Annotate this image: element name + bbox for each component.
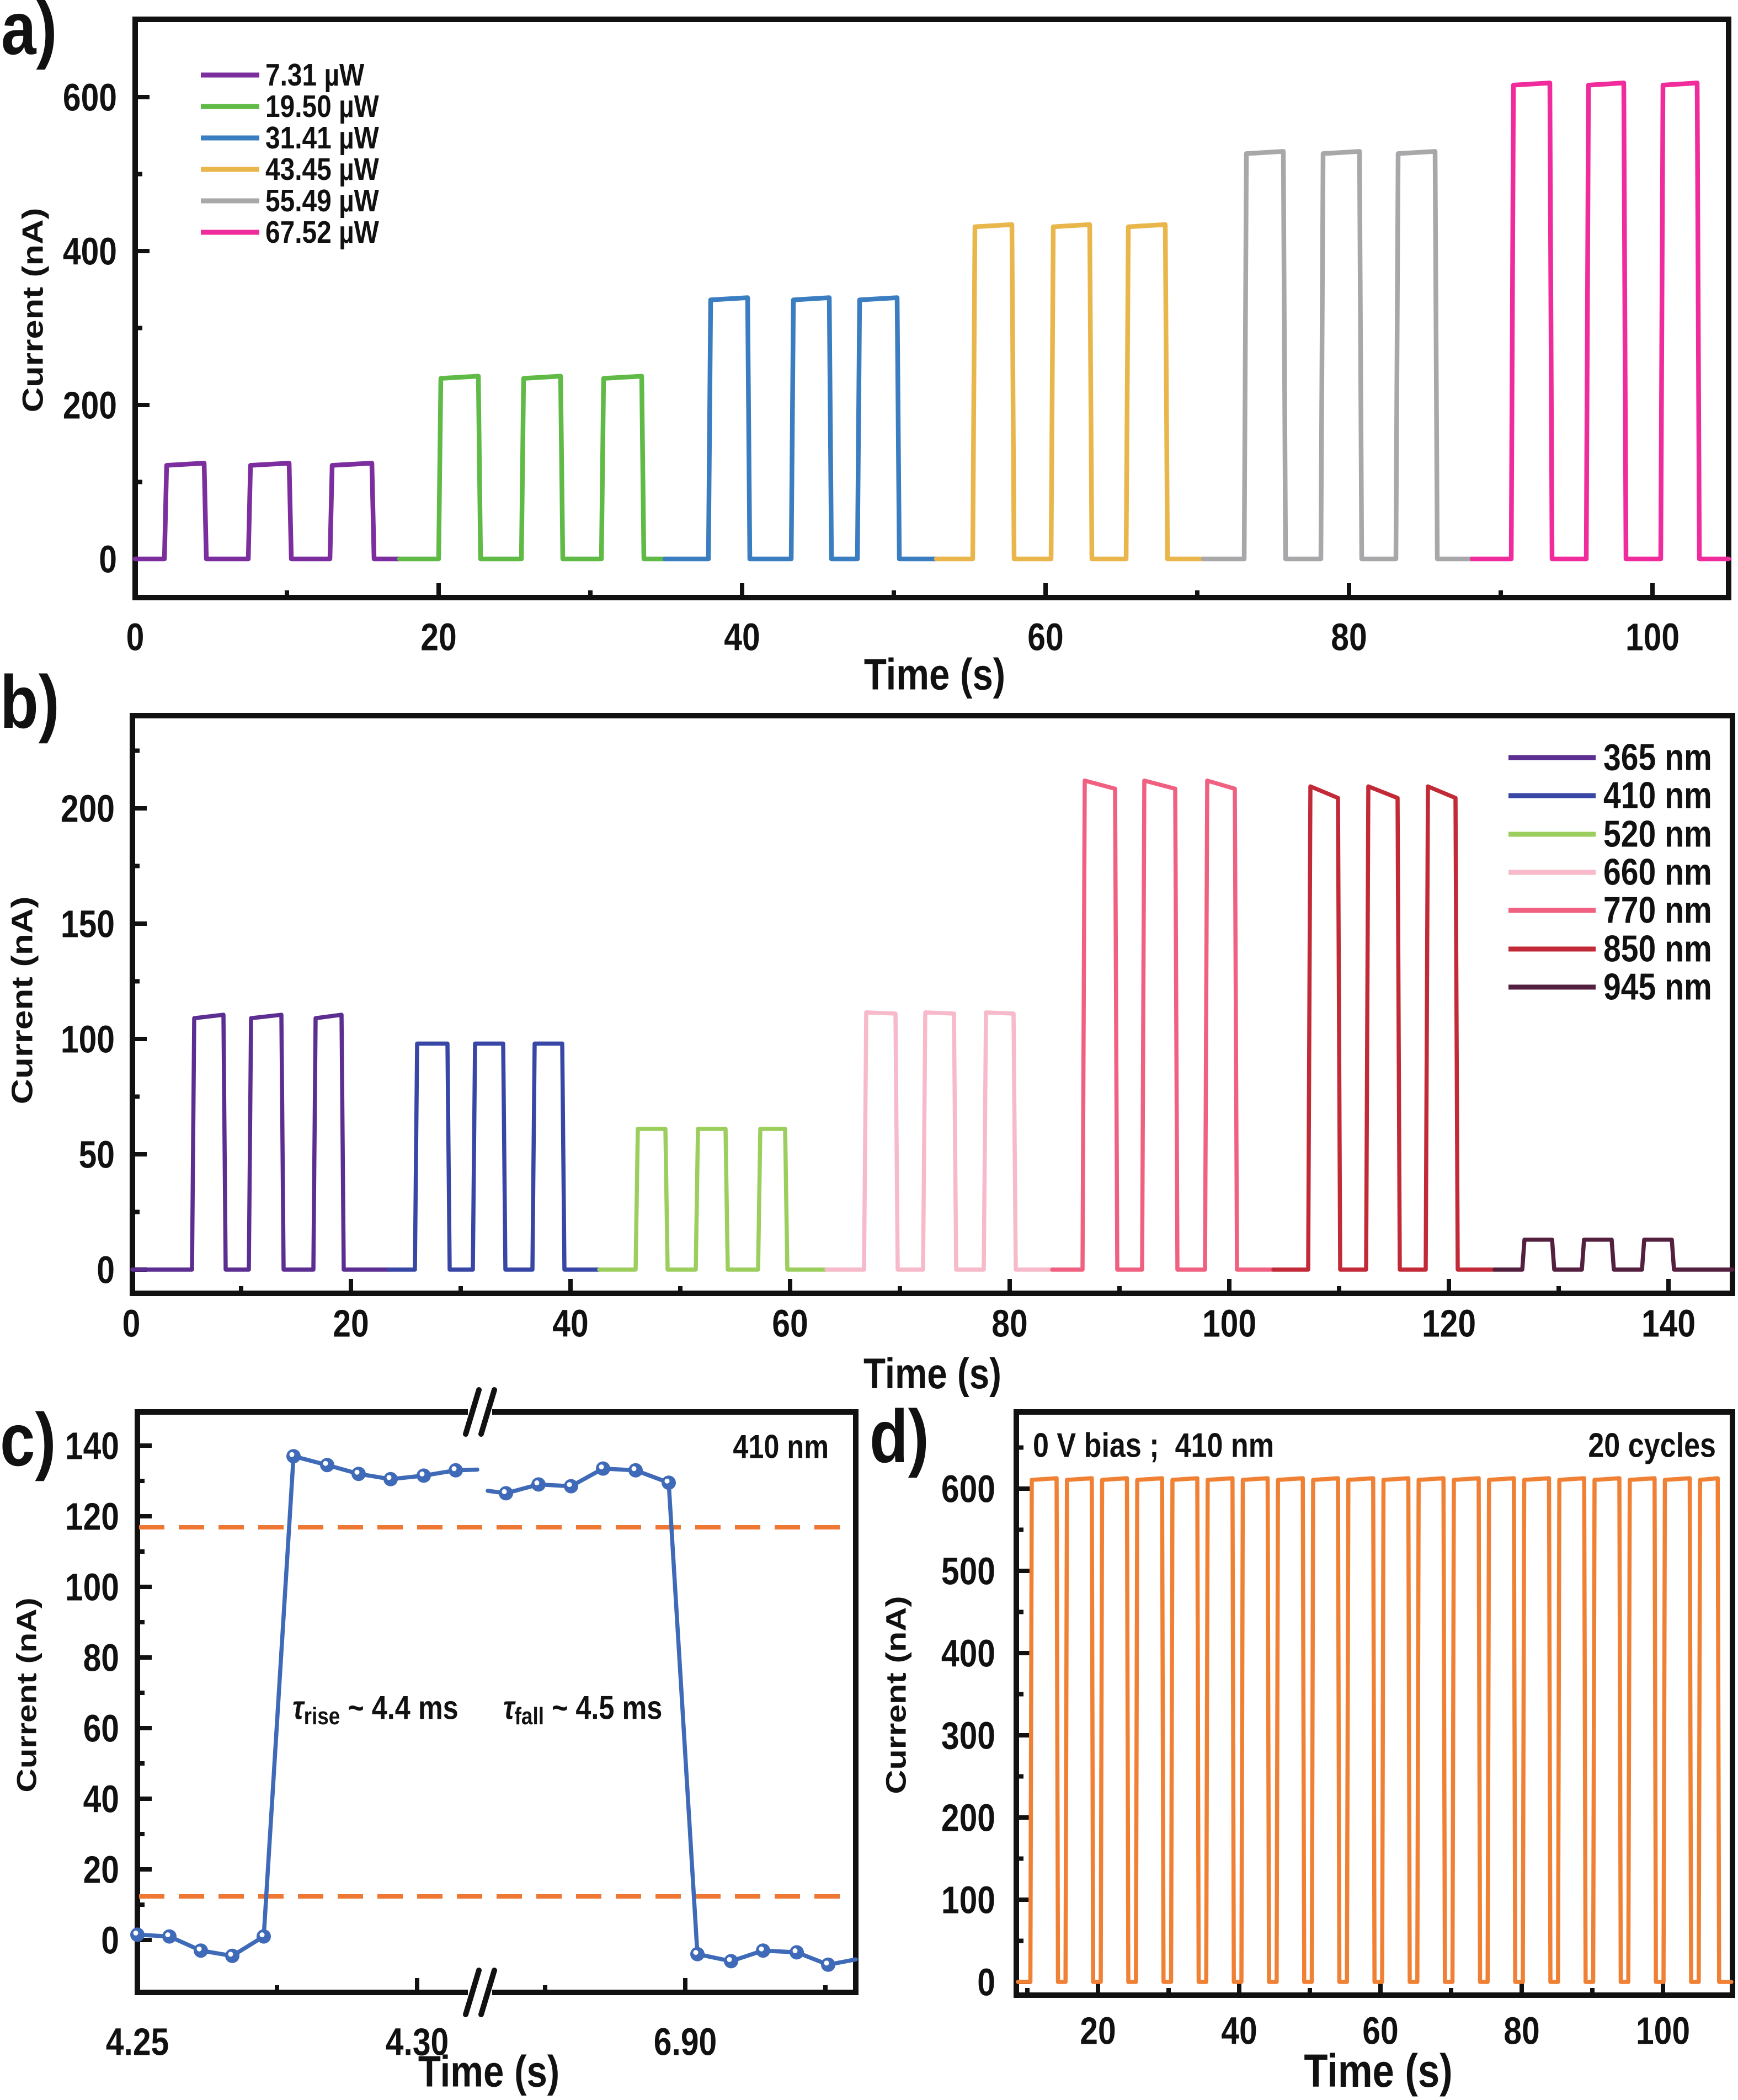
svg-text:19.50 µW: 19.50 µW: [265, 89, 379, 124]
svg-text:0: 0: [122, 1301, 141, 1345]
svg-text:Time (s): Time (s): [863, 1350, 1001, 1398]
svg-text:60: 60: [83, 1706, 119, 1750]
svg-text:120: 120: [1422, 1301, 1476, 1345]
svg-text:40: 40: [724, 615, 760, 658]
svg-text:60: 60: [772, 1301, 808, 1345]
svg-text:945 nm: 945 nm: [1603, 966, 1712, 1008]
svg-text:a): a): [1, 0, 57, 70]
svg-text:67.52 µW: 67.52 µW: [265, 215, 379, 250]
svg-text:600: 600: [63, 75, 117, 119]
svg-text:0: 0: [126, 615, 145, 658]
svg-text:31.41 µW: 31.41 µW: [265, 120, 379, 156]
svg-text:0: 0: [101, 1918, 119, 1962]
svg-text:600: 600: [941, 1467, 995, 1510]
svg-text:0: 0: [99, 537, 117, 580]
svg-text:20: 20: [1080, 2008, 1116, 2052]
svg-text:τfall ~ 4.5 ms: τfall ~ 4.5 ms: [503, 1689, 662, 1729]
svg-text:120: 120: [65, 1494, 119, 1538]
svg-text:4.25: 4.25: [106, 2019, 169, 2063]
svg-text:20 cycles: 20 cycles: [1588, 1426, 1716, 1464]
svg-text:Time (s): Time (s): [418, 2046, 559, 2096]
svg-text:20: 20: [420, 615, 456, 658]
svg-text:τrise ~ 4.4 ms: τrise ~ 4.4 ms: [292, 1689, 459, 1729]
svg-text:150: 150: [61, 902, 115, 945]
svg-text:200: 200: [941, 1795, 995, 1839]
svg-text:Time (s): Time (s): [1304, 2045, 1452, 2097]
svg-text:20: 20: [83, 1847, 119, 1891]
svg-text:d): d): [870, 1394, 929, 1479]
svg-text:140: 140: [1641, 1301, 1696, 1345]
svg-text:43.45 µW: 43.45 µW: [265, 152, 379, 187]
svg-text:100: 100: [65, 1565, 119, 1608]
svg-text:0 V bias ; 410 nm: 0 V bias ; 410 nm: [1033, 1426, 1274, 1464]
svg-text:40: 40: [83, 1777, 119, 1820]
svg-text:300: 300: [941, 1713, 995, 1757]
svg-text:100: 100: [1625, 615, 1680, 658]
svg-text:50: 50: [79, 1132, 115, 1176]
svg-text:80: 80: [83, 1635, 119, 1679]
svg-text:7.31 µW: 7.31 µW: [265, 57, 365, 93]
svg-text:80: 80: [1504, 2008, 1539, 2052]
svg-text:770 nm: 770 nm: [1603, 889, 1712, 931]
svg-text:20: 20: [333, 1301, 369, 1345]
svg-text:80: 80: [1331, 615, 1367, 658]
svg-text:0: 0: [97, 1248, 115, 1291]
svg-text:365 nm: 365 nm: [1603, 737, 1712, 779]
svg-text:100: 100: [941, 1878, 995, 1921]
svg-text:520 nm: 520 nm: [1603, 813, 1712, 855]
svg-text:140: 140: [65, 1424, 119, 1467]
svg-text:60: 60: [1362, 2008, 1398, 2052]
svg-text:660 nm: 660 nm: [1603, 851, 1712, 893]
svg-text:Time (s): Time (s): [864, 649, 1005, 699]
svg-text:Current (nA): Current (nA): [17, 208, 49, 413]
svg-text:100: 100: [1202, 1301, 1256, 1345]
svg-text:200: 200: [63, 383, 117, 427]
svg-text:4.30: 4.30: [386, 2019, 449, 2063]
svg-text:6.90: 6.90: [654, 2019, 717, 2063]
svg-text:c): c): [0, 1398, 56, 1482]
svg-text:60: 60: [1027, 615, 1063, 658]
svg-text:400: 400: [941, 1631, 995, 1675]
svg-text:850 nm: 850 nm: [1603, 928, 1712, 970]
svg-text:200: 200: [61, 786, 115, 830]
svg-text:500: 500: [941, 1549, 995, 1592]
svg-text:40: 40: [552, 1301, 588, 1345]
svg-text:100: 100: [61, 1017, 115, 1060]
svg-text:40: 40: [1221, 2008, 1257, 2052]
svg-text:100: 100: [1636, 2008, 1690, 2052]
svg-text:0: 0: [977, 1960, 995, 2003]
svg-text:80: 80: [991, 1301, 1027, 1345]
svg-text:b): b): [0, 660, 60, 744]
svg-text:55.49 µW: 55.49 µW: [265, 183, 379, 218]
svg-text:Current (nA): Current (nA): [880, 1596, 911, 1794]
svg-text:410 nm: 410 nm: [733, 1428, 829, 1465]
svg-text:Current (nA): Current (nA): [6, 897, 39, 1105]
svg-text:410 nm: 410 nm: [1603, 775, 1712, 817]
svg-text:400: 400: [63, 229, 117, 273]
svg-text:Current (nA): Current (nA): [11, 1597, 42, 1792]
